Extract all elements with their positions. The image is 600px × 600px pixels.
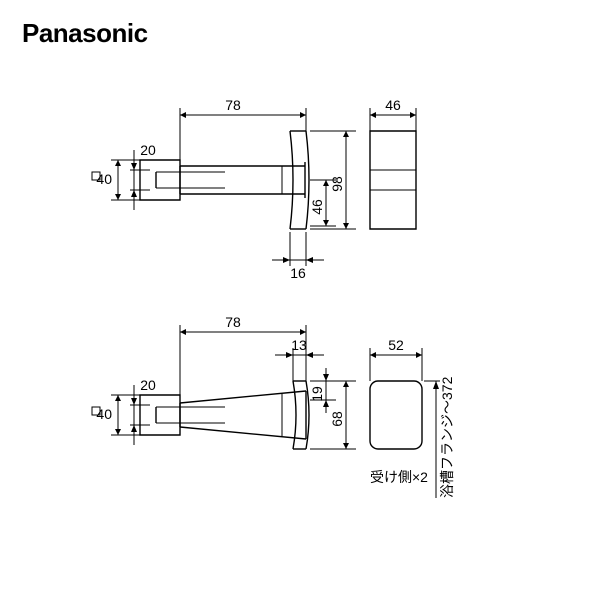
dim-top-40: 40: [96, 171, 112, 187]
dim-bot-13: 13: [291, 337, 307, 353]
top-right-rect: [370, 131, 416, 229]
dim-top-46s: 46: [309, 199, 325, 215]
dim-bot-68: 68: [329, 411, 345, 427]
label-flange: 浴槽フランジ～372: [439, 376, 455, 498]
top-base-square: [140, 160, 180, 200]
dim-bot-19: 19: [309, 386, 325, 402]
dim-top-20: 20: [140, 142, 156, 158]
label-recv: 受け側×2: [370, 469, 428, 485]
dim-bot-40: 40: [96, 406, 112, 422]
dim-bot-78: 78: [225, 314, 241, 330]
top-view: 78 46 40 20 46: [92, 97, 416, 281]
dim-top-r46: 46: [385, 97, 401, 113]
dim-bot-52: 52: [388, 337, 404, 353]
dim-top-98: 98: [329, 176, 345, 192]
brand-logo: Panasonic: [22, 18, 148, 49]
bot-base-square: [140, 395, 180, 435]
dim-bot-20: 20: [140, 377, 156, 393]
dim-top-78: 78: [225, 97, 241, 113]
bot-right-rect: [370, 381, 422, 449]
technical-drawing: 78 46 40 20 46: [0, 0, 600, 600]
bottom-view: 78 52 13 19 68: [92, 314, 422, 449]
diagram-canvas: Panasonic: [0, 0, 600, 600]
dim-top-16: 16: [290, 265, 306, 281]
